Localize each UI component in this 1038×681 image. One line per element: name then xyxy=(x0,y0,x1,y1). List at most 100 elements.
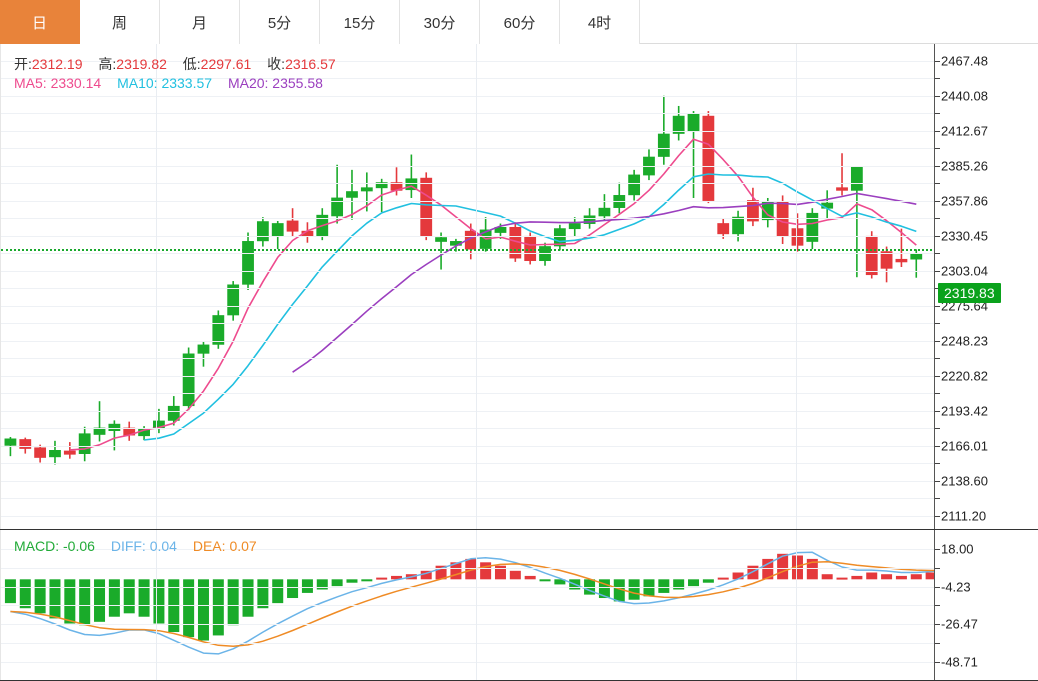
axis-tickmark xyxy=(935,96,940,97)
tab-5min[interactable]: 5分 xyxy=(240,0,320,44)
gridline-vertical xyxy=(476,44,477,529)
gridline xyxy=(1,236,934,237)
tab-60min[interactable]: 60分 xyxy=(480,0,560,44)
axis-tickmark xyxy=(935,218,940,219)
macd-axis-tick-label: -26.47 xyxy=(941,616,978,632)
axis-tickmark xyxy=(935,78,940,79)
tab-week[interactable]: 周 xyxy=(80,0,160,44)
gridline-vertical xyxy=(156,530,157,680)
price-axis-tick-label: 2385.26 xyxy=(941,158,988,174)
tab-label: 4时 xyxy=(587,14,612,32)
gridline-vertical xyxy=(796,44,797,529)
axis-tickmark xyxy=(935,201,940,202)
tab-day[interactable]: 日 xyxy=(0,0,80,44)
price-axis-tick-label: 2166.01 xyxy=(941,438,988,454)
gridline xyxy=(1,341,934,342)
gridline xyxy=(1,605,934,606)
tab-label: 30分 xyxy=(423,14,456,32)
gridline xyxy=(1,428,934,429)
axis-tickmark xyxy=(935,624,940,625)
price-panel: 2467.48 2440.08 2412.67 2385.26 2357.86 2330.… xyxy=(0,44,1038,530)
tab-month[interactable]: 月 xyxy=(160,0,240,44)
last-price-line xyxy=(1,249,934,252)
macd-axis-tick-label: -48.71 xyxy=(941,654,978,670)
macd-axis: 18.00 -4.23 -26.47 -48.71 xyxy=(935,530,1038,680)
price-axis-tick-label: 2220.82 xyxy=(941,368,988,384)
gridline xyxy=(1,358,934,359)
axis-tickmark xyxy=(935,113,940,114)
gridline xyxy=(1,253,934,254)
tab-label: 60分 xyxy=(503,14,536,32)
gridline xyxy=(1,587,934,588)
axis-tickmark xyxy=(935,587,940,588)
last-price-badge: 2319.83 xyxy=(938,283,1001,304)
axis-tickmark xyxy=(935,61,940,62)
price-axis-tick-label: 2248.23 xyxy=(941,333,988,349)
price-plot-area[interactable] xyxy=(0,44,935,529)
gridline xyxy=(1,288,934,289)
gridline xyxy=(1,568,934,569)
price-axis-tick-label: 2330.45 xyxy=(941,228,988,244)
axis-tickmark xyxy=(935,166,940,167)
gridline xyxy=(1,61,934,62)
gridline xyxy=(1,463,934,464)
price-axis-tick-label: 2357.86 xyxy=(941,193,988,209)
macd-axis-tick-label: 18.00 xyxy=(941,541,974,557)
chart-frame: 2467.48 2440.08 2412.67 2385.26 2357.86 2330.… xyxy=(0,44,1038,681)
gridline xyxy=(1,498,934,499)
gridline xyxy=(1,201,934,202)
axis-tickmark xyxy=(935,393,940,394)
axis-tickmark xyxy=(935,358,940,359)
axis-tickmark xyxy=(935,131,940,132)
price-axis-tick-label: 2303.04 xyxy=(941,263,988,279)
gridline xyxy=(1,516,934,517)
gridline xyxy=(1,271,934,272)
tab-label: 月 xyxy=(191,14,207,32)
gridline xyxy=(1,393,934,394)
gridline-vertical xyxy=(476,530,477,680)
tab-label: 日 xyxy=(31,14,47,32)
tab-label: 5分 xyxy=(267,14,292,32)
axis-tickmark xyxy=(935,341,940,342)
tab-15min[interactable]: 15分 xyxy=(320,0,400,44)
tab-label: 15分 xyxy=(343,14,376,32)
tab-bar-filler xyxy=(640,0,1038,43)
macd-panel: 18.00 -4.23 -26.47 -48.71 MACD: -0.06 DIFF:… xyxy=(0,530,1038,681)
gridline xyxy=(1,113,934,114)
gridline xyxy=(1,131,934,132)
gridline-vertical xyxy=(796,530,797,680)
gridline xyxy=(1,662,934,663)
axis-tickmark xyxy=(935,148,940,149)
axis-tickmark xyxy=(935,411,940,412)
axis-tickmark xyxy=(935,306,940,307)
price-axis-tick-label: 2467.48 xyxy=(941,53,988,69)
price-axis-tick-label: 2138.60 xyxy=(941,473,988,489)
gridline xyxy=(1,78,934,79)
axis-tickmark xyxy=(935,643,940,644)
gridline xyxy=(1,624,934,625)
tab-4hour[interactable]: 4时 xyxy=(560,0,640,44)
price-axis-tick-label: 2193.42 xyxy=(941,403,988,419)
gridline xyxy=(1,481,934,482)
axis-tickmark xyxy=(935,605,940,606)
macd-series xyxy=(4,551,934,655)
gridline xyxy=(1,446,934,447)
gridline-vertical xyxy=(156,44,157,529)
gridline xyxy=(1,96,934,97)
axis-tickmark xyxy=(935,376,940,377)
gridline xyxy=(1,323,934,324)
axis-tickmark xyxy=(935,481,940,482)
gridline xyxy=(1,376,934,377)
gridline xyxy=(1,218,934,219)
gridline xyxy=(1,148,934,149)
macd-axis-tick-label: -4.23 xyxy=(941,579,971,594)
gridline xyxy=(1,411,934,412)
gridline xyxy=(1,643,934,644)
macd-plot-area[interactable] xyxy=(0,530,935,680)
axis-tickmark xyxy=(935,446,940,447)
tab-30min[interactable]: 30分 xyxy=(400,0,480,44)
axis-tickmark xyxy=(935,463,940,464)
candlestick-series xyxy=(4,95,923,465)
price-axis-tick-label: 2412.67 xyxy=(941,123,988,139)
